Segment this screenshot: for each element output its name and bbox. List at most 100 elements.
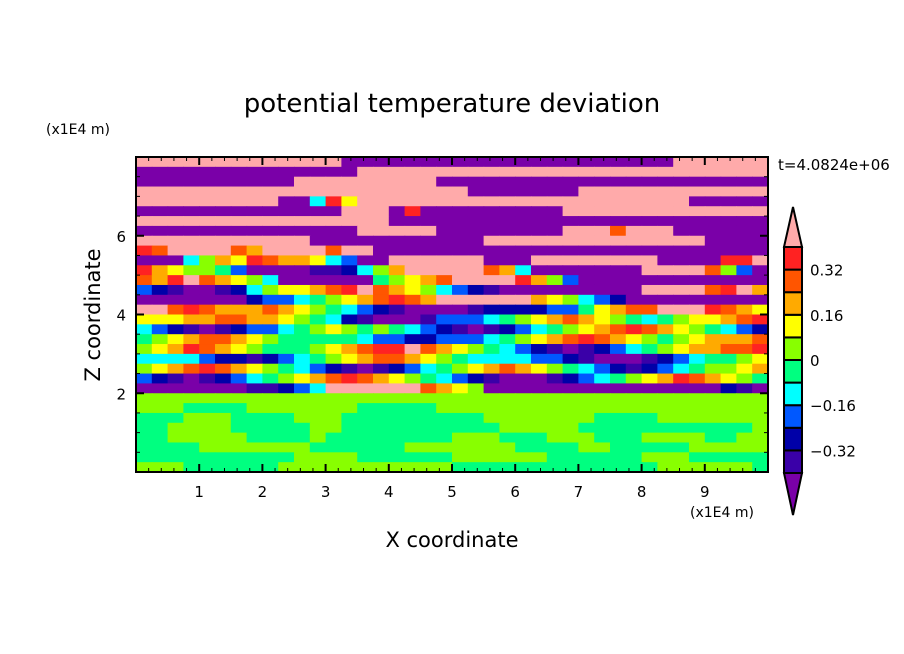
contour-cell	[452, 324, 469, 335]
contour-cell	[167, 176, 184, 188]
contour-cell	[625, 314, 643, 325]
contour-cell	[199, 275, 216, 286]
contour-cell	[483, 422, 500, 434]
contour-cell	[294, 344, 311, 355]
contour-cell	[388, 206, 406, 217]
contour-cell	[641, 432, 658, 444]
contour-cell	[625, 353, 643, 365]
contour-cell	[215, 196, 232, 207]
contour-cell	[388, 373, 406, 384]
contour-cell	[183, 373, 200, 384]
contour-cell	[420, 275, 437, 286]
contour-cell	[515, 235, 532, 247]
contour-cell	[752, 452, 769, 463]
contour-cell	[294, 225, 311, 237]
contour-cell	[230, 245, 248, 257]
contour-cell	[183, 186, 200, 197]
contour-cell	[388, 245, 406, 257]
contour-cell	[183, 294, 200, 306]
contour-cell	[278, 383, 295, 394]
contour-cell	[720, 216, 737, 227]
contour-cell	[689, 284, 706, 296]
contour-cell	[404, 294, 421, 306]
contour-cell	[167, 432, 184, 444]
contour-cell	[752, 255, 769, 266]
contour-cell	[183, 216, 200, 227]
contour-cell	[657, 216, 674, 227]
contour-cell	[467, 166, 485, 178]
contour-cell	[720, 344, 737, 355]
contour-cell	[515, 314, 532, 325]
contour-cell	[720, 255, 737, 266]
contour-cell	[578, 314, 595, 325]
contour-cell	[215, 245, 232, 257]
contour-cell	[578, 284, 595, 296]
contour-cell	[562, 353, 579, 365]
contour-cell	[562, 265, 579, 276]
contour-cell	[136, 383, 153, 394]
contour-cell	[531, 196, 548, 207]
contour-cell	[420, 176, 437, 188]
contour-cell	[246, 196, 263, 207]
contour-cell	[388, 176, 406, 188]
contour-cell	[657, 403, 674, 414]
contour-cell	[610, 373, 627, 384]
contour-cell	[246, 334, 263, 345]
contour-cell	[704, 284, 722, 296]
contour-cell	[373, 275, 390, 286]
contour-cell	[610, 186, 627, 197]
contour-cell	[278, 284, 295, 296]
contour-cell	[657, 284, 674, 296]
contour-cell	[357, 245, 374, 257]
contour-cell	[309, 196, 327, 207]
contour-cell	[199, 442, 216, 453]
contour-cell	[325, 442, 342, 453]
contour-cell	[483, 452, 500, 463]
contour-cell	[420, 196, 437, 207]
contour-cell	[341, 235, 358, 247]
contour-cell	[467, 176, 485, 188]
contour-cell	[167, 403, 184, 414]
colorbar: 0.32 0.16 0 −0.16 −0.32	[782, 206, 856, 516]
contour-cell	[309, 442, 327, 453]
contour-cell	[309, 422, 327, 434]
contour-cell	[420, 186, 437, 197]
contour-cell	[752, 334, 769, 345]
contour-cell	[657, 314, 674, 325]
contour-cell	[610, 383, 627, 394]
contour-cell	[167, 304, 184, 316]
contour-cell	[499, 334, 516, 345]
contour-cell	[420, 363, 437, 375]
contour-cell	[136, 196, 153, 207]
contour-cell	[657, 412, 674, 424]
contour-cell	[515, 383, 532, 394]
contour-cell	[357, 383, 374, 394]
contour-cell	[278, 206, 295, 217]
contour-cell	[215, 373, 232, 384]
contour-cell	[278, 324, 295, 335]
contour-cell	[594, 225, 611, 237]
contour-cell	[246, 186, 263, 197]
contour-cell	[673, 442, 690, 453]
contour-cell	[720, 186, 737, 197]
contour-cell	[230, 462, 248, 473]
contour-cell	[578, 412, 595, 424]
contour-cell	[341, 284, 358, 296]
contour-cell	[452, 206, 469, 217]
contour-cell	[610, 255, 627, 266]
contour-cell	[546, 403, 564, 414]
contour-cell	[436, 324, 453, 335]
contour-cell	[357, 442, 374, 453]
x-tick-labels: 1 2 3 4 5 6 7 8 9	[194, 483, 709, 501]
contour-cell	[515, 353, 532, 365]
contour-cell	[720, 176, 737, 188]
contour-cell	[136, 235, 153, 247]
contour-cell	[452, 166, 469, 178]
contour-cell	[420, 324, 437, 335]
contour-cell	[578, 225, 595, 237]
contour-cell	[357, 344, 374, 355]
contour-cell	[452, 452, 469, 463]
contour-cell	[373, 206, 390, 217]
contour-cell	[673, 166, 690, 178]
contour-cell	[704, 353, 722, 365]
